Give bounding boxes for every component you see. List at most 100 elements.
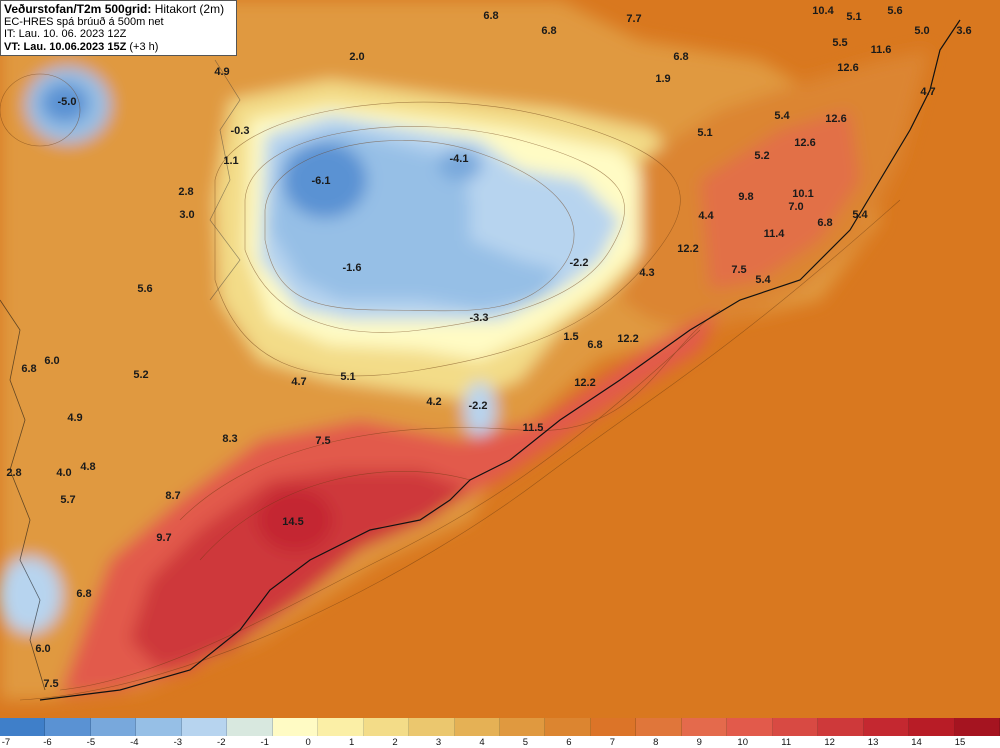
temperature-value-label: 1.5	[563, 331, 579, 343]
temperature-value-label: 5.1	[697, 127, 713, 139]
colorbar-swatch	[954, 718, 1000, 736]
temperature-value-label: 10.4	[812, 5, 834, 17]
colorbar-tick-label: 14	[911, 737, 922, 748]
temperature-value-label: -6.1	[311, 175, 331, 187]
glacier-southwest	[0, 557, 62, 633]
temperature-value-label: 5.5	[832, 37, 848, 49]
colorbar-tick-label: 2	[392, 737, 398, 748]
colorbar-swatch	[636, 718, 682, 736]
colorbar-tick-label: 1	[348, 737, 355, 748]
temperature-value-label: -5.0	[57, 96, 77, 108]
temperature-value-label: 12.6	[794, 137, 816, 149]
hot-spot	[257, 488, 333, 552]
temperature-value-label: 7.5	[43, 678, 59, 690]
temperature-value-label: -2.2	[569, 257, 589, 269]
colorbar-tick-label: 7	[609, 737, 616, 748]
colorbar-tick-label: -6	[43, 737, 52, 748]
colorbar-swatch	[318, 718, 364, 736]
south-hot-band	[130, 470, 470, 670]
temperature-value-label: 1.9	[655, 73, 671, 85]
temperature-value-label: 7.0	[788, 201, 804, 213]
colorbar-tick-label: 8	[653, 737, 659, 748]
temperature-value-label: 5.0	[914, 25, 930, 37]
map-header-box: Veðurstofan/T2m 500grid: Hitakort (2m) E…	[0, 0, 237, 56]
temperature-value-label: 4.7	[291, 376, 307, 388]
temperature-value-label: 4.0	[56, 467, 72, 479]
temperature-value-label: 6.8	[483, 10, 499, 22]
temperature-value-label: 5.1	[846, 11, 862, 23]
map-title: Veðurstofan/T2m 500grid:	[4, 2, 152, 16]
temperature-value-label: 6.8	[673, 51, 689, 63]
colorbar-tick-label: -5	[86, 737, 96, 748]
temperature-value-label: 6.8	[541, 25, 557, 37]
colorbar-tick-label: -4	[130, 737, 139, 748]
temperature-value-label: 12.6	[825, 113, 847, 125]
valid-time: VT: Lau. 10.06.2023 15Z	[4, 40, 127, 53]
isotherm-lines	[0, 73, 901, 701]
colorbar-swatch	[545, 718, 591, 736]
temperature-value-label: 6.0	[35, 643, 51, 655]
colorbar-swatch	[590, 718, 637, 736]
temperature-value-label: 5.4	[774, 110, 790, 122]
glacier-northwest-core	[41, 83, 89, 123]
forecast-lead: (+3 h)	[129, 40, 159, 53]
temperature-value-label: 12.2	[677, 243, 699, 255]
colorbar-swatch	[272, 718, 319, 736]
icecap-core-north	[438, 149, 482, 181]
colorbar-tick-label: -2	[217, 737, 226, 748]
glacier-south	[464, 382, 496, 438]
temperature-value-label: 3.0	[179, 209, 195, 221]
temperature-value-label: 4.9	[214, 66, 230, 78]
colorbar-swatch	[863, 718, 910, 736]
colorbar-tick-label: 10	[737, 737, 749, 748]
colorbar-tick-label: 5	[522, 737, 529, 748]
colorbar-swatches	[0, 718, 1000, 736]
temperature-value-label: 11.4	[763, 228, 785, 240]
coastline-south	[39, 19, 961, 701]
temperature-value-label: 6.8	[76, 588, 92, 600]
colorbar-tick-label: 0	[305, 737, 311, 748]
colorbar-swatch	[499, 718, 546, 736]
colorbar-swatch	[227, 718, 273, 736]
temperature-value-label: 4.9	[67, 412, 83, 424]
temperature-value-label: 9.7	[156, 532, 172, 544]
temperature-value-label: 5.4	[755, 274, 771, 286]
colorbar-swatch	[772, 718, 819, 736]
colorbar-swatch	[818, 718, 864, 736]
temperature-value-label: 1.1	[223, 155, 239, 167]
temperature-value-label: -0.3	[230, 125, 250, 137]
temperature-value-label: 7.5	[315, 435, 331, 447]
colorbar-swatch	[909, 718, 955, 736]
colorbar-swatch	[136, 718, 182, 736]
temperature-value-label: 12.2	[617, 333, 639, 345]
icecap-core-west	[283, 142, 367, 218]
east-valleys-warm	[700, 110, 860, 290]
temperature-value-label: 4.4	[698, 210, 714, 222]
coastline-west	[0, 299, 46, 691]
colorbar-swatch	[727, 718, 773, 736]
colorbar-tick-label: 12	[824, 737, 835, 748]
coastline-north	[209, 59, 241, 301]
temperature-value-label: 6.0	[44, 355, 60, 367]
initial-time: IT: Lau. 10. 06. 2023 12Z	[4, 28, 127, 40]
temperature-value-label: 5.1	[340, 371, 356, 383]
temperature-value-label: 5.2	[133, 369, 149, 381]
temperature-value-label: 11.5	[522, 422, 544, 434]
model-description: EC-HRES spá brúuð á 500m net	[4, 15, 164, 28]
colorbar-tick-label: -1	[260, 737, 269, 748]
temperature-value-label: 5.6	[137, 283, 153, 295]
colorbar-tick-label: 11	[781, 737, 792, 748]
colorbar-swatch	[181, 718, 228, 736]
temperature-value-label: 7.7	[626, 13, 642, 25]
colorbar-swatch	[90, 718, 137, 736]
map-title-suffix: Hitakort (2m)	[154, 2, 225, 16]
temperature-value-label: 4.2	[426, 396, 442, 408]
colorbar-swatch	[454, 718, 500, 736]
colorbar-tick-label: 6	[566, 737, 572, 748]
temperature-value-label: -1.6	[342, 262, 362, 274]
temperature-value-label: 6.8	[817, 217, 833, 229]
colorbar-swatch	[681, 718, 728, 736]
temperature-value-label: -4.1	[449, 153, 469, 165]
temperature-value-label: 8.3	[222, 433, 238, 445]
